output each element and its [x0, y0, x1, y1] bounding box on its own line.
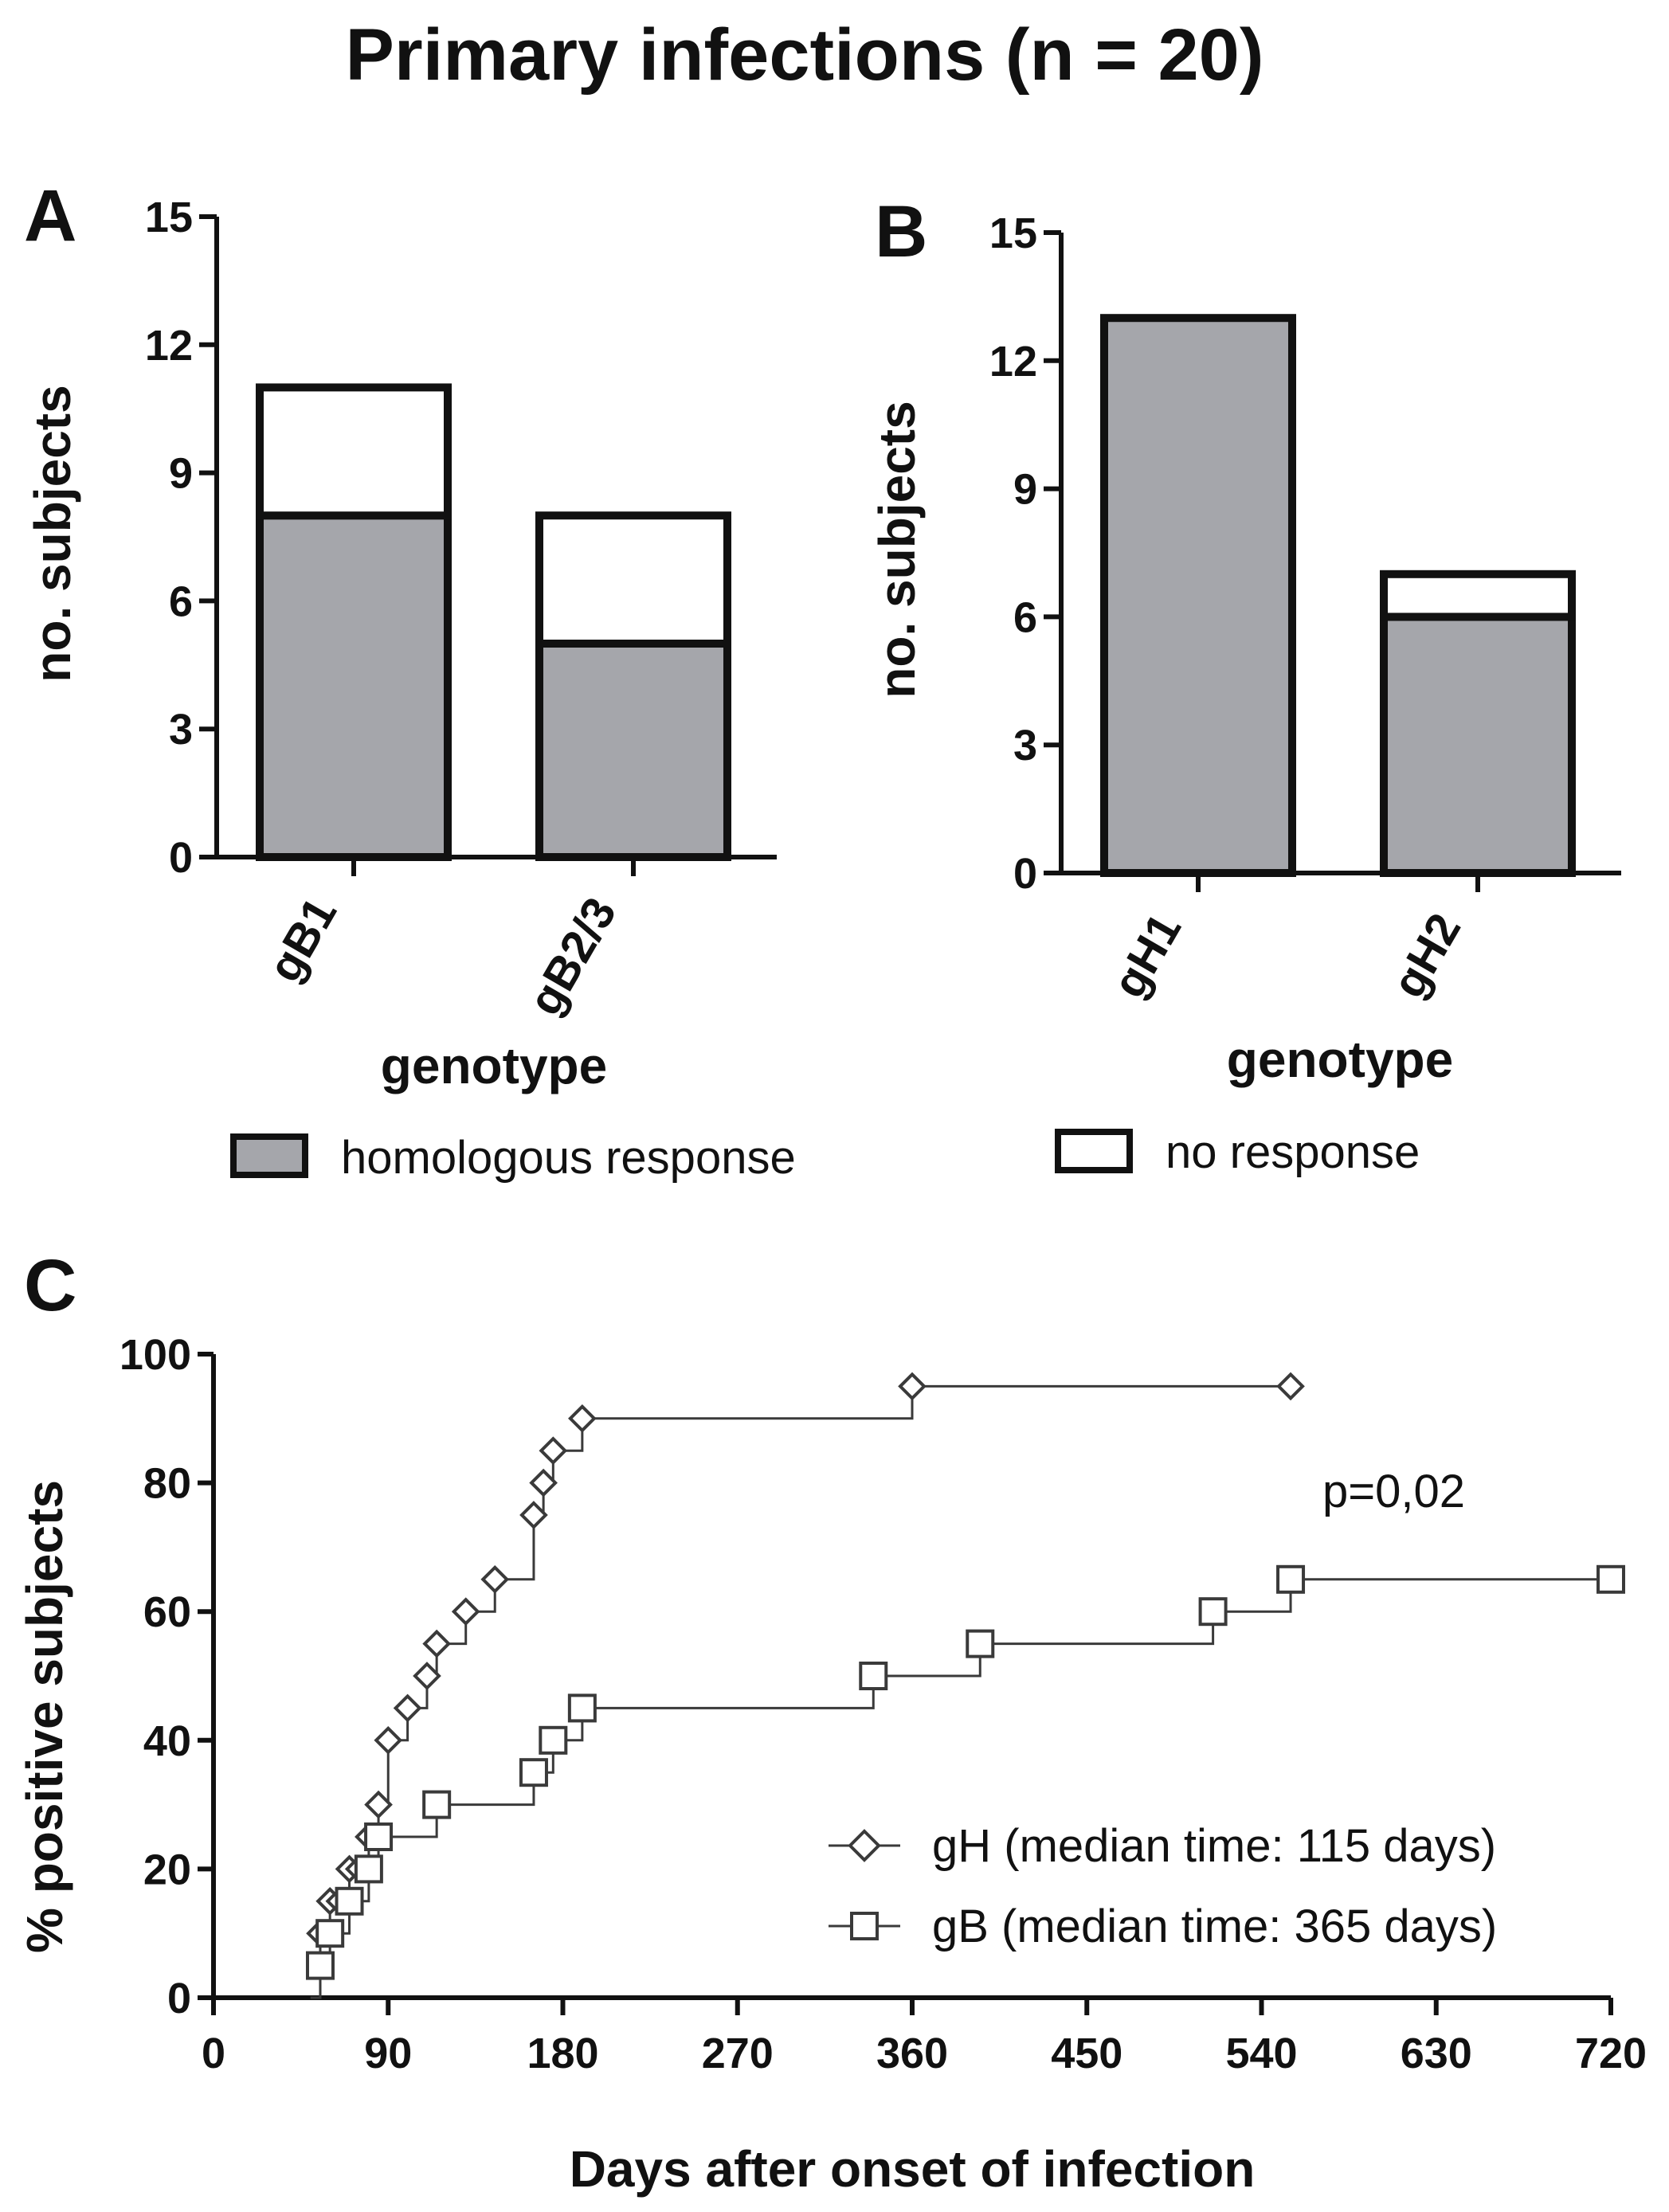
panel-c-xtick-label: 270 — [702, 2030, 774, 2077]
point-gb — [1198, 1597, 1228, 1627]
panel-c-ytick-label: 20 — [143, 1846, 191, 1893]
panel-a-ytick-label: 6 — [169, 577, 193, 625]
xtick-label-gh2: gH2 — [1382, 905, 1471, 1006]
point-gb — [859, 1662, 888, 1690]
panel-c-ylabel: % positive subjects — [16, 1480, 73, 1953]
panel-c-xtick-label: 450 — [1051, 2030, 1122, 2077]
panel-c-xlabel: Days after onset of infection — [570, 2140, 1256, 2198]
panel-a-ytick-label: 9 — [169, 450, 193, 498]
panel-a-letter: A — [24, 175, 76, 256]
legend-diamond-icon — [848, 1829, 881, 1862]
panel-c-xtick-label: 540 — [1225, 2030, 1297, 2077]
panel-b-ytick-label: 6 — [1013, 593, 1037, 641]
point-gb — [539, 1725, 568, 1755]
point-gb — [335, 1886, 364, 1916]
point-gh — [519, 1501, 548, 1529]
panel-b-ytick-label: 0 — [1013, 850, 1037, 898]
panel-b-ytick-label: 15 — [989, 209, 1037, 257]
panel-c-xtick-label: 630 — [1401, 2030, 1472, 2077]
panel-a-xlabel: genotype — [381, 1037, 607, 1094]
panel-a-marks: 0 3 6 9 12 15 gB1 gB2/3 — [145, 194, 777, 1024]
point-gh — [393, 1693, 422, 1723]
panel-b-ytick-label: 12 — [989, 338, 1037, 386]
km-legend: gH (median time: 115 days) gB (median ti… — [829, 1820, 1497, 1952]
panel-a-ylabel: no. subjects — [24, 385, 81, 682]
panel-c-xtick-label: 90 — [364, 2030, 412, 2077]
point-gb — [364, 1822, 394, 1851]
panel-c-xtick-label: 0 — [202, 2030, 225, 2077]
panel-b-ylabel: no. subjects — [868, 401, 926, 698]
point-gh — [568, 1404, 597, 1433]
panel-a: A no. subjects genotype 0 3 6 9 12 15 gB1 gB2/3 — [24, 175, 777, 1094]
panel-c-marks: 0 20 40 60 80 100 0 90 180 270 360 450 540 630 720 — [119, 1331, 1647, 2077]
bar-gb2-3-no-response — [535, 511, 731, 648]
panel-b-marks: 0 3 6 9 12 15 gH1 gH2 — [989, 209, 1621, 1006]
xtick-label-gb1: gB1 — [258, 889, 347, 990]
panel-c-xtick-label: 180 — [527, 2030, 598, 2077]
legend-swatch-homologous-response — [230, 1133, 308, 1178]
point-gh — [364, 1790, 393, 1819]
panel-a-ytick-label: 15 — [145, 194, 193, 241]
point-gb — [966, 1629, 995, 1658]
bar-gb1-no-response — [256, 383, 452, 520]
bar-legend: homologous response no response — [230, 1126, 1420, 1184]
panel-b: B no. subjects genotype 0 3 6 9 12 15 gH1 gH2 — [868, 191, 1621, 1088]
bar-gh2-no-response — [1380, 570, 1576, 621]
point-gb — [305, 1951, 335, 1980]
point-gh — [413, 1662, 441, 1690]
panel-b-letter: B — [875, 191, 927, 272]
point-gh — [539, 1436, 568, 1466]
point-gh — [451, 1597, 480, 1627]
point-gb — [567, 1693, 597, 1723]
panel-c-ytick-label: 60 — [143, 1588, 191, 1636]
bar-gh2-homologous-response — [1380, 613, 1576, 878]
point-gh — [422, 1629, 451, 1658]
legend-label-no-response: no response — [1166, 1126, 1420, 1178]
panel-c-ytick-label: 0 — [167, 1975, 191, 2022]
panel-c-ytick-label: 80 — [143, 1460, 191, 1508]
point-gb — [1597, 1564, 1625, 1594]
point-gb — [315, 1919, 345, 1948]
bar-gb2-3-homologous-response — [535, 640, 731, 861]
point-gh — [374, 1725, 403, 1755]
legend-swatch-no-response — [1055, 1129, 1133, 1173]
panel-a-ytick-label: 12 — [145, 322, 193, 370]
point-gb — [519, 1758, 548, 1787]
point-gb — [1276, 1564, 1306, 1594]
panel-c-ytick-label: 40 — [143, 1717, 191, 1765]
legend-label-gh: gH (median time: 115 days) — [932, 1820, 1496, 1872]
panel-b-ytick-label: 3 — [1013, 722, 1037, 769]
point-gh — [898, 1372, 927, 1401]
panel-c-xtick-label: 360 — [876, 2030, 948, 2077]
point-gb — [422, 1790, 452, 1819]
legend-square-icon — [850, 1912, 879, 1940]
p-value-annotation: p=0,02 — [1322, 1466, 1465, 1517]
panel-b-ytick-label: 9 — [1013, 466, 1037, 514]
panel-a-ytick-label: 3 — [169, 706, 193, 754]
point-gb — [354, 1854, 383, 1884]
panel-c-letter: C — [24, 1245, 76, 1326]
panel-a-ytick-label: 0 — [169, 834, 193, 882]
panel-b-xlabel: genotype — [1227, 1031, 1453, 1088]
panel-c: C % positive subjects Days after onset o… — [16, 1245, 1647, 2198]
bar-gh1-homologous-response — [1100, 314, 1296, 877]
legend-label-homologous-response: homologous response — [341, 1132, 796, 1184]
point-gh — [480, 1564, 510, 1594]
legend-label-gb: gB (median time: 365 days) — [932, 1901, 1497, 1952]
figure-title: Primary infections (n = 20) — [346, 14, 1264, 96]
panel-c-xtick-label: 720 — [1575, 2030, 1647, 2077]
point-gh — [1276, 1372, 1305, 1401]
bar-gb1-homologous-response — [256, 511, 452, 861]
panel-c-ytick-label: 100 — [119, 1331, 191, 1379]
point-gh — [529, 1468, 558, 1498]
xtick-label-gb2-3: gB2/3 — [519, 889, 626, 1024]
xtick-label-gh1: gH1 — [1103, 905, 1191, 1006]
